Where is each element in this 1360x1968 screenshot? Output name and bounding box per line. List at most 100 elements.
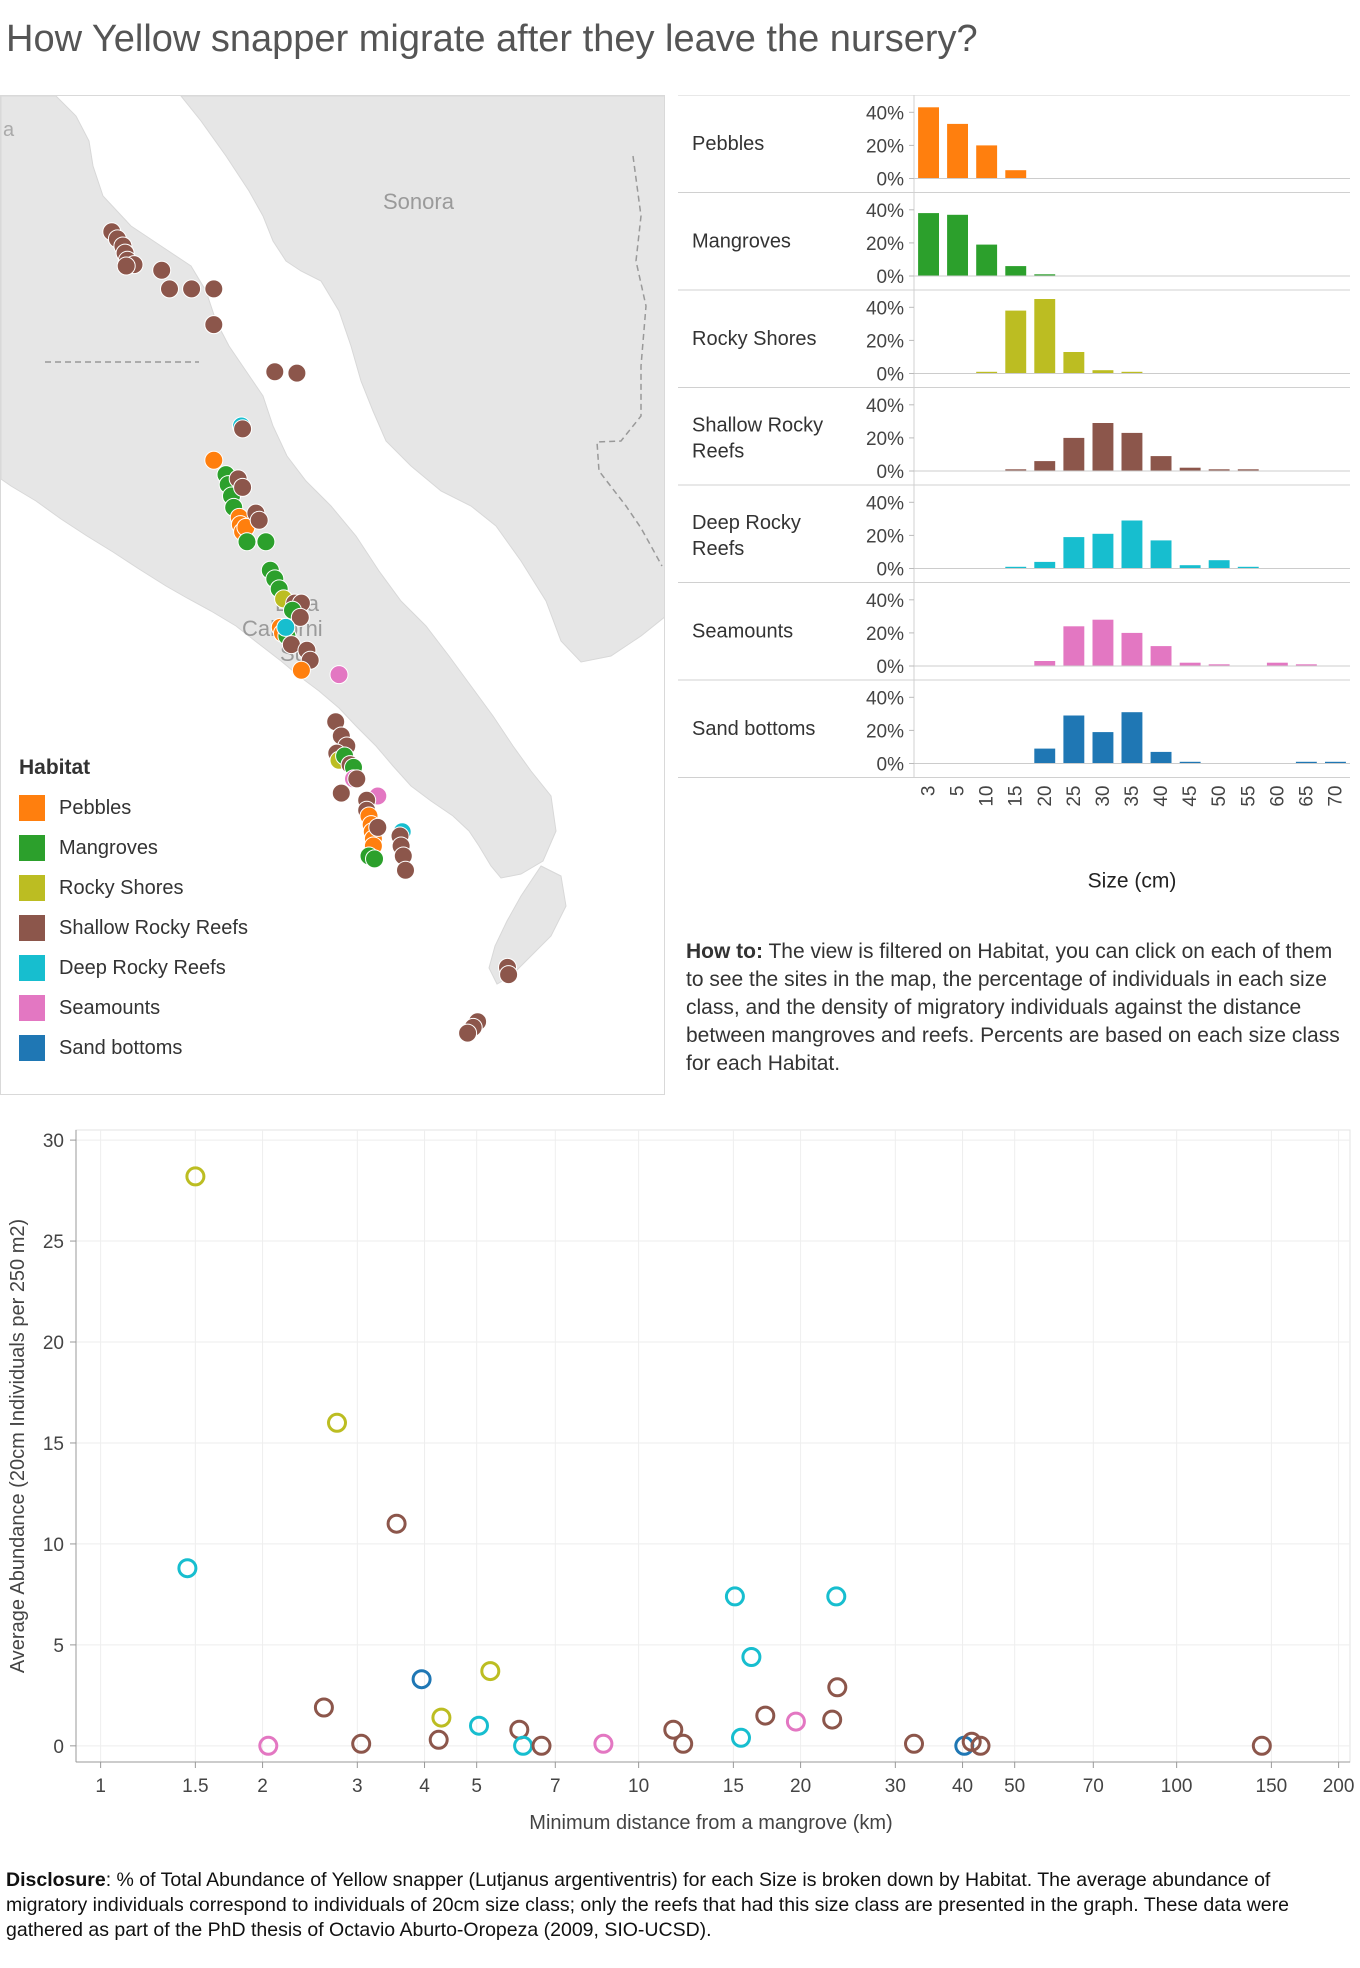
map-site-pebbles[interactable] bbox=[204, 450, 224, 470]
bar-seamounts-20[interactable] bbox=[1034, 661, 1056, 666]
size-class-bar-charts[interactable]: Pebbles 40% 20% 0% Mangroves 40% 20% 0% Rocky Sh… bbox=[678, 94, 1350, 895]
legend-item-seamounts[interactable]: Seamounts bbox=[19, 988, 248, 1028]
scatter-point-deep-rocky-reefs[interactable] bbox=[724, 1586, 745, 1607]
bar-deep-rocky-reefs-55[interactable] bbox=[1237, 566, 1259, 569]
scatter-point-deep-rocky-reefs[interactable] bbox=[469, 1715, 489, 1736]
bar-deep-rocky-reefs-25[interactable] bbox=[1063, 537, 1085, 569]
bar-sand-bottoms-25[interactable] bbox=[1063, 715, 1085, 764]
bar-seamounts-60[interactable] bbox=[1266, 662, 1288, 666]
bar-shallow-rocky-reefs-30[interactable] bbox=[1092, 423, 1114, 471]
map-site-shallow-rocky-reefs[interactable] bbox=[287, 363, 307, 383]
bar-rocky-shores-15[interactable] bbox=[1005, 310, 1027, 374]
bar-deep-rocky-reefs-30[interactable] bbox=[1092, 533, 1114, 569]
map-svg[interactable]: a Sonora Baja Californi Sur bbox=[1, 96, 665, 1095]
bar-shallow-rocky-reefs-55[interactable] bbox=[1237, 469, 1259, 471]
map-site-shallow-rocky-reefs[interactable] bbox=[160, 279, 179, 299]
map-site-shallow-rocky-reefs[interactable] bbox=[233, 419, 253, 439]
legend-item-rocky-shores[interactable]: Rocky Shores bbox=[19, 868, 248, 908]
bar-shallow-rocky-reefs-25[interactable] bbox=[1063, 437, 1085, 471]
bar-seamounts-30[interactable] bbox=[1092, 619, 1114, 666]
map-site-shallow-rocky-reefs[interactable] bbox=[331, 783, 351, 803]
bar-panel-deep-rocky-reefs[interactable]: Deep Rocky Reefs 40% 20% 0% bbox=[678, 484, 1350, 583]
bar-panel-mangroves[interactable]: Mangroves 40% 20% 0% bbox=[678, 192, 1350, 291]
bar-pebbles-3[interactable] bbox=[918, 107, 939, 179]
map-site-shallow-rocky-reefs[interactable] bbox=[152, 260, 172, 280]
scatter-point-shallow-rocky-reefs[interactable] bbox=[970, 1735, 991, 1756]
bar-rocky-shores-25[interactable] bbox=[1063, 352, 1085, 374]
scatter-point-deep-rocky-reefs[interactable] bbox=[731, 1727, 751, 1748]
bar-seamounts-40[interactable] bbox=[1150, 646, 1172, 666]
bar-sand-bottoms-30[interactable] bbox=[1092, 732, 1114, 764]
bar-sand-bottoms-65[interactable] bbox=[1295, 761, 1317, 764]
bar-shallow-rocky-reefs-45[interactable] bbox=[1179, 467, 1201, 471]
map-site-deep-rocky-reefs[interactable] bbox=[276, 617, 296, 637]
bar-rocky-shores-30[interactable] bbox=[1092, 370, 1114, 374]
scatter-point-shallow-rocky-reefs[interactable] bbox=[904, 1733, 924, 1754]
map-site-shallow-rocky-reefs[interactable] bbox=[499, 965, 519, 985]
scatter-point-shallow-rocky-reefs[interactable] bbox=[755, 1705, 776, 1726]
scatter-point-shallow-rocky-reefs[interactable] bbox=[827, 1677, 848, 1698]
bar-deep-rocky-reefs-45[interactable] bbox=[1179, 565, 1201, 569]
scatter-point-shallow-rocky-reefs[interactable] bbox=[428, 1729, 449, 1750]
bar-mangroves-3[interactable] bbox=[918, 213, 939, 276]
map-site-shallow-rocky-reefs[interactable] bbox=[265, 362, 285, 382]
bar-deep-rocky-reefs-20[interactable] bbox=[1034, 561, 1056, 569]
bar-sand-bottoms-20[interactable] bbox=[1034, 748, 1056, 764]
scatter-point-shallow-rocky-reefs[interactable] bbox=[386, 1513, 407, 1534]
bar-seamounts-35[interactable] bbox=[1121, 632, 1143, 666]
map-site-pebbles[interactable] bbox=[291, 660, 311, 680]
scatter-point-shallow-rocky-reefs[interactable] bbox=[822, 1709, 843, 1730]
bar-sand-bottoms-45[interactable] bbox=[1179, 761, 1201, 764]
scatter-point-deep-rocky-reefs[interactable] bbox=[177, 1558, 198, 1579]
scatter-point-deep-rocky-reefs[interactable] bbox=[826, 1586, 847, 1607]
scatter-point-rocky-shores[interactable] bbox=[480, 1661, 501, 1682]
bar-seamounts-25[interactable] bbox=[1063, 626, 1085, 666]
scatter-point-shallow-rocky-reefs[interactable] bbox=[1251, 1735, 1272, 1756]
map-site-shallow-rocky-reefs[interactable] bbox=[204, 279, 224, 299]
map-site-mangroves[interactable] bbox=[365, 849, 384, 869]
map-site-shallow-rocky-reefs[interactable] bbox=[233, 477, 253, 497]
legend-item-deep-rocky-reefs[interactable]: Deep Rocky Reefs bbox=[19, 948, 248, 988]
bar-deep-rocky-reefs-40[interactable] bbox=[1150, 540, 1172, 569]
map-site-shallow-rocky-reefs[interactable] bbox=[249, 510, 269, 530]
bar-panel-pebbles[interactable]: Pebbles 40% 20% 0% bbox=[678, 94, 1350, 193]
scatter-point-rocky-shores[interactable] bbox=[185, 1166, 206, 1187]
map-site-mangroves[interactable] bbox=[237, 532, 257, 552]
map-site-mangroves[interactable] bbox=[256, 532, 276, 552]
bar-rocky-shores-20[interactable] bbox=[1034, 299, 1056, 374]
bar-panel-shallow-rocky-reefs[interactable]: Shallow Rocky Reefs 40% 20% 0% bbox=[678, 387, 1350, 486]
habitat-legend[interactable]: Habitat Pebbles Mangroves Rocky Shores S… bbox=[19, 756, 248, 1068]
scatter-point-seamounts[interactable] bbox=[258, 1735, 279, 1756]
scatter-point-sand-bottoms[interactable] bbox=[411, 1669, 432, 1690]
bar-panel-sand-bottoms[interactable]: Sand bottoms 40% 20% 0% bbox=[678, 679, 1350, 778]
bar-mangroves-10[interactable] bbox=[976, 244, 998, 276]
map-sites[interactable] bbox=[102, 222, 519, 1043]
bar-mangroves-20[interactable] bbox=[1034, 274, 1056, 276]
bar-deep-rocky-reefs-35[interactable] bbox=[1121, 520, 1143, 569]
bar-rocky-shores-10[interactable] bbox=[976, 371, 998, 374]
bar-seamounts-65[interactable] bbox=[1295, 664, 1317, 666]
map-site-shallow-rocky-reefs[interactable] bbox=[182, 279, 202, 299]
scatter-point-seamounts[interactable] bbox=[593, 1733, 614, 1754]
scatter-point-rocky-shores[interactable] bbox=[327, 1412, 347, 1433]
scatter-point-shallow-rocky-reefs[interactable] bbox=[531, 1735, 552, 1756]
map-site-shallow-rocky-reefs[interactable] bbox=[368, 817, 388, 837]
bar-deep-rocky-reefs-50[interactable] bbox=[1208, 560, 1230, 569]
bar-sand-bottoms-40[interactable] bbox=[1150, 751, 1172, 764]
scatter-point-shallow-rocky-reefs[interactable] bbox=[351, 1733, 372, 1754]
map-site-shallow-rocky-reefs[interactable] bbox=[290, 607, 310, 627]
bar-panel-rocky-shores[interactable]: Rocky Shores 40% 20% 0% bbox=[678, 289, 1350, 388]
scatter-point-shallow-rocky-reefs[interactable] bbox=[663, 1719, 684, 1740]
bar-pebbles-5[interactable] bbox=[947, 123, 968, 179]
map-site-shallow-rocky-reefs[interactable] bbox=[458, 1023, 478, 1043]
map-site-shallow-rocky-reefs[interactable] bbox=[347, 769, 367, 789]
scatter-svg[interactable]: 1 1.5 2 3 4 5 7 10 15 20 30 40 50 70 100 150 200 0 5 10 15 20… bbox=[0, 1122, 1360, 1862]
bar-sand-bottoms-70[interactable] bbox=[1325, 761, 1346, 764]
bar-panel-seamounts[interactable]: Seamounts 40% 20% 0% bbox=[678, 582, 1350, 681]
abundance-distance-scatter[interactable]: 1 1.5 2 3 4 5 7 10 15 20 30 40 50 70 100 150 200 0 5 10 15 20… bbox=[0, 1122, 1360, 1862]
scatter-point-rocky-shores[interactable] bbox=[431, 1707, 452, 1728]
legend-item-shallow-rocky-reefs[interactable]: Shallow Rocky Reefs bbox=[19, 908, 248, 948]
scatter-point-deep-rocky-reefs[interactable] bbox=[741, 1647, 762, 1667]
scatter-point-shallow-rocky-reefs[interactable] bbox=[673, 1733, 694, 1754]
bar-mangroves-15[interactable] bbox=[1005, 266, 1027, 276]
